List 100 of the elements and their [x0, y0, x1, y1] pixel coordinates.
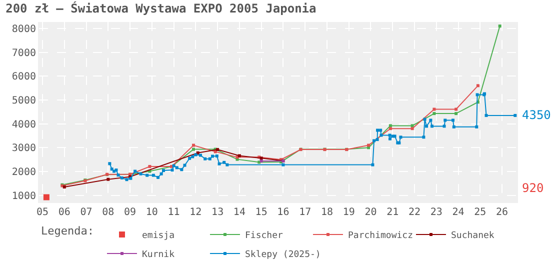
legend-title: Legenda:: [41, 224, 94, 238]
point: [484, 114, 488, 117]
point: [452, 118, 455, 122]
point: [388, 127, 392, 130]
point: [226, 163, 229, 166]
point: [106, 178, 110, 181]
point: [183, 164, 186, 167]
point: [432, 108, 436, 111]
legend-label: Suchanek: [450, 231, 495, 242]
point: [180, 168, 184, 172]
legend-label: Kurnik: [142, 250, 176, 260]
point: [218, 162, 221, 166]
x-tick-label: 21: [386, 207, 399, 218]
point: [216, 148, 220, 152]
point: [372, 139, 376, 142]
legend-label: emisja: [142, 231, 174, 242]
point: [475, 125, 478, 128]
x-tick-label: 07: [80, 207, 92, 218]
point: [215, 154, 218, 158]
point: [498, 24, 502, 28]
x-tick-label: 23: [430, 207, 442, 218]
point: [191, 155, 194, 158]
y-tick-label: 4000: [12, 119, 36, 130]
point: [43, 194, 50, 200]
point: [125, 178, 128, 182]
point: [425, 124, 428, 128]
point: [371, 163, 374, 166]
x-tick-label: 05: [36, 207, 49, 218]
x-tick-label: 11: [168, 207, 180, 218]
y-tick-label: 7000: [12, 48, 36, 59]
point: [444, 118, 447, 122]
x-tick-label: 20: [364, 207, 377, 218]
x-tick-label: 12: [190, 207, 202, 218]
point: [454, 108, 458, 111]
x-tick-label: 22: [408, 207, 421, 218]
point: [476, 93, 479, 96]
x-tick-label: 18: [320, 207, 333, 218]
point: [380, 134, 383, 137]
x-tick-label: 14: [233, 207, 246, 218]
y-tick-label: 2000: [12, 166, 36, 178]
point: [152, 174, 155, 177]
y-tick-label: 1000: [12, 190, 36, 202]
point: [108, 162, 112, 166]
point: [170, 168, 174, 172]
point: [204, 157, 207, 160]
point: [423, 118, 426, 121]
point: [410, 127, 414, 130]
legend-label: Sklepy (2025-): [244, 250, 321, 260]
y-tick-label: 3000: [12, 143, 36, 154]
x-tick-label: 26: [496, 207, 508, 218]
point: [188, 156, 192, 160]
point: [175, 166, 178, 170]
point: [376, 128, 380, 132]
point: [476, 84, 480, 88]
x-tick-label: 13: [212, 207, 224, 218]
point: [410, 124, 414, 128]
point: [430, 124, 434, 128]
point: [110, 168, 114, 171]
point: [379, 128, 382, 132]
point: [442, 124, 446, 128]
point: [192, 144, 195, 147]
point: [422, 136, 426, 139]
x-tick-label: 06: [58, 207, 70, 218]
point: [514, 114, 517, 117]
point: [282, 163, 285, 166]
point: [452, 125, 456, 128]
legend-label: Parchimowicz: [348, 231, 414, 242]
point: [146, 174, 149, 177]
point: [454, 112, 458, 116]
point: [222, 160, 226, 164]
y-tick-label: 5000: [12, 95, 36, 106]
point: [376, 138, 379, 142]
point: [116, 174, 120, 177]
legend-label: Fischer: [244, 231, 284, 242]
x-tick-label: 10: [146, 207, 158, 218]
point: [367, 144, 370, 147]
point: [208, 157, 212, 160]
y-tick-label: 6000: [12, 72, 36, 83]
point: [120, 176, 124, 180]
point: [162, 169, 166, 172]
point: [432, 112, 436, 116]
y-tick-label: 8000: [12, 24, 36, 35]
x-tick-label: 09: [124, 207, 136, 218]
point: [388, 124, 392, 128]
x-tick-label: 16: [277, 207, 290, 218]
point: [156, 176, 160, 179]
x-tick-label: 24: [452, 207, 464, 218]
point: [160, 172, 163, 176]
x-tick-label: 17: [299, 207, 312, 218]
x-tick-label: 08: [102, 207, 114, 218]
x-tick-label: 25: [474, 207, 486, 218]
point: [139, 172, 142, 176]
chart-title: 200 zł – Światowa Wystawa EXPO 2005 Japonia: [6, 0, 316, 16]
data-label: 4350: [522, 108, 551, 122]
x-tick-label: 19: [342, 207, 355, 218]
point: [192, 148, 195, 151]
point: [211, 154, 214, 158]
point: [198, 154, 202, 157]
text: 920: [522, 181, 544, 195]
point: [399, 136, 402, 139]
